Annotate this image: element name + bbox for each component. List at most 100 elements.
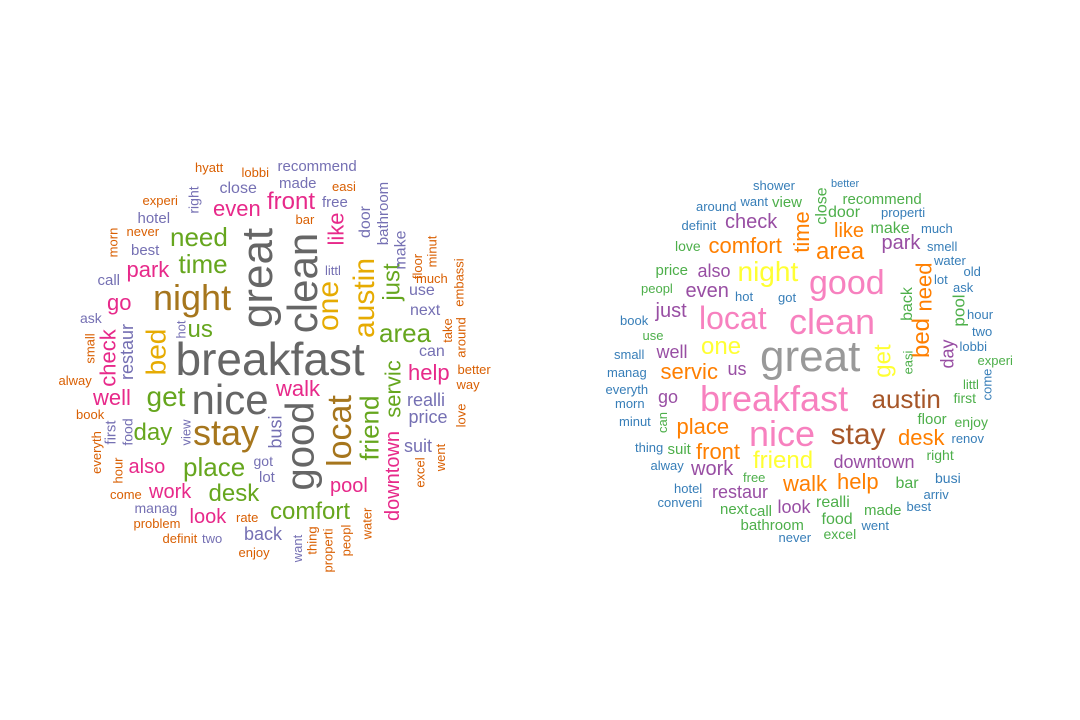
- cloud-word: bed: [139, 328, 171, 376]
- word-cloud-right: great breakfast nice clean good locat stay aust…: [540, 0, 1080, 720]
- cloud-word: comfort: [708, 233, 782, 258]
- cloud-word: suit: [667, 440, 691, 458]
- cloud-word: embassi: [451, 257, 467, 307]
- cloud-word: door: [357, 205, 375, 239]
- cloud-word: go: [658, 387, 679, 407]
- cloud-word: day: [133, 419, 173, 446]
- cloud-word: us: [187, 316, 213, 343]
- cloud-word: come: [110, 486, 142, 502]
- cloud-word: front: [267, 188, 316, 215]
- cloud-word: enjoy: [238, 544, 270, 560]
- cloud-word: old: [963, 263, 981, 279]
- cloud-word: come: [979, 368, 995, 400]
- cloud-word: downtown: [382, 430, 405, 522]
- cloud-word: went: [432, 443, 448, 471]
- cloud-word: lot: [934, 271, 948, 287]
- cloud-word: properti: [320, 527, 336, 573]
- cloud-word: want: [740, 193, 768, 209]
- cloud-word: manag: [134, 500, 178, 516]
- cloud-word: two: [202, 530, 223, 546]
- cloud-word: friend: [354, 395, 385, 461]
- cloud-word: bar: [895, 475, 919, 492]
- cloud-word: friend: [753, 447, 814, 474]
- cloud-word: made: [279, 174, 317, 192]
- cloud-word: like: [323, 212, 349, 246]
- cloud-word: stay: [193, 412, 260, 453]
- cloud-word: thing: [304, 525, 320, 555]
- cloud-word: peopl: [641, 280, 673, 296]
- cloud-word: night: [153, 277, 232, 318]
- cloud-word: need: [170, 222, 228, 252]
- cloud-word: price: [655, 261, 689, 279]
- cloud-word: walk: [783, 471, 828, 496]
- cloud-word: better: [831, 177, 860, 190]
- cloud-word: downtown: [833, 452, 915, 472]
- cloud-word: breakfast: [700, 378, 849, 419]
- cloud-word: recommend: [842, 190, 922, 208]
- cloud-word: excel: [823, 526, 857, 542]
- cloud-word: right: [926, 447, 954, 463]
- cloud-word: front: [696, 439, 741, 464]
- cloud-word: stay: [830, 418, 886, 451]
- cloud-word: work: [149, 481, 192, 503]
- cloud-word: arriv: [923, 486, 949, 502]
- cloud-word: close: [219, 180, 257, 197]
- cloud-word: desk: [208, 480, 260, 507]
- cloud-word: hot: [735, 288, 754, 304]
- cloud-word: hour: [967, 306, 994, 322]
- cloud-word: much: [921, 220, 953, 236]
- cloud-word: servic: [660, 359, 718, 384]
- cloud-word: two: [972, 323, 993, 339]
- cloud-word: pool: [949, 293, 969, 327]
- cloud-word: help: [408, 360, 450, 385]
- cloud-word: experi: [977, 352, 1013, 368]
- cloud-word: first: [102, 419, 120, 445]
- cloud-word: first: [953, 390, 977, 406]
- cloud-word: check: [95, 329, 121, 387]
- cloud-word: walk: [276, 376, 321, 401]
- cloud-word: good: [277, 401, 322, 491]
- cloud-word: small: [614, 346, 645, 362]
- cloud-word: free: [743, 469, 766, 485]
- cloud-word: view: [772, 193, 803, 211]
- cloud-word: suit: [404, 436, 433, 456]
- cloud-word: locat: [699, 300, 767, 336]
- cloud-word: call: [749, 502, 773, 520]
- cloud-word: hotel: [674, 480, 703, 496]
- cloud-word: work: [691, 458, 734, 480]
- cloud-word: right: [185, 186, 202, 214]
- cloud-word: around: [696, 198, 737, 214]
- cloud-word: ask: [953, 279, 974, 295]
- cloud-word: us: [727, 359, 747, 379]
- cloud-word: everyth: [88, 430, 104, 474]
- cloud-word: love: [453, 403, 469, 427]
- cloud-word: floor: [917, 410, 947, 428]
- cloud-word: manag: [607, 364, 647, 380]
- cloud-word: busi: [265, 415, 286, 449]
- cloud-word: breakfast: [175, 333, 365, 385]
- cloud-word: bathroom: [374, 181, 392, 245]
- cloud-word: servic: [380, 360, 406, 418]
- cloud-word: morn: [105, 227, 121, 257]
- cloud-word: lot: [259, 468, 275, 486]
- cloud-word: park: [126, 257, 170, 282]
- cloud-word: time: [788, 211, 814, 253]
- cloud-word: can: [419, 343, 445, 360]
- cloud-word: nice: [191, 376, 269, 423]
- cloud-word: make: [392, 230, 410, 270]
- cloud-word: area: [816, 238, 865, 265]
- cloud-word: clean: [789, 301, 876, 342]
- cloud-word: day: [937, 339, 958, 369]
- cloud-word: price: [408, 407, 448, 427]
- cloud-word: way: [456, 376, 480, 392]
- cloud-word: also: [697, 261, 731, 281]
- cloud-word: hour: [110, 456, 126, 484]
- cloud-word: back: [898, 287, 916, 321]
- cloud-word: get: [146, 381, 186, 412]
- cloud-word: minut: [424, 235, 440, 267]
- cloud-word: bar: [295, 211, 315, 227]
- cloud-word: go: [107, 290, 132, 315]
- cloud-word: well: [656, 342, 688, 362]
- cloud-word: desk: [898, 425, 945, 450]
